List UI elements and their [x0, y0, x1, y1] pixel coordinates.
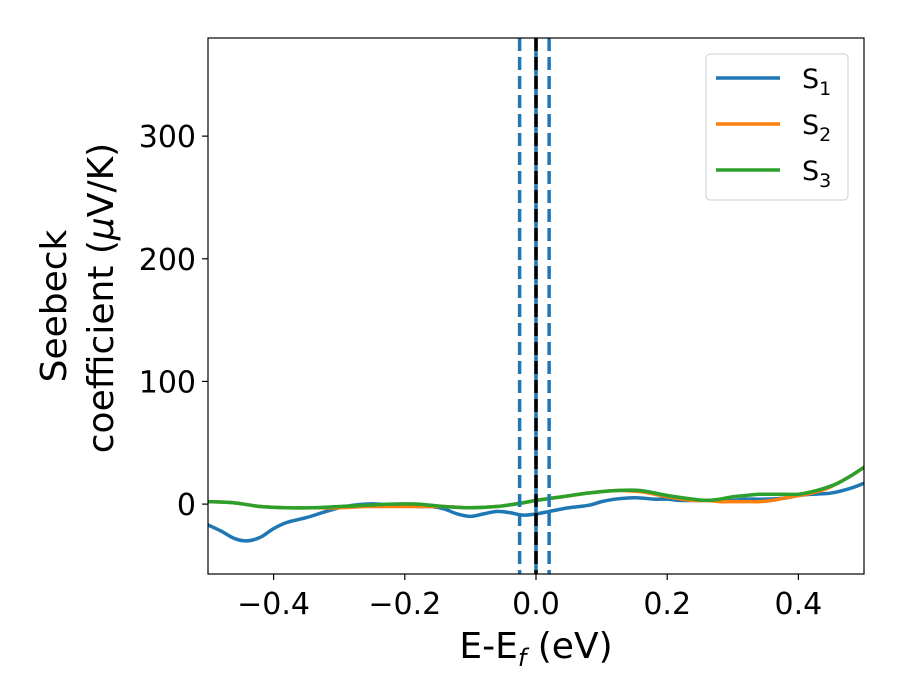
series-layer	[208, 465, 864, 543]
legend-label-s3: S3	[802, 156, 831, 192]
y-tick-label: 300	[139, 120, 196, 155]
y-tick-label: 0	[177, 488, 196, 523]
y-axis-label-suffix: V/K)	[81, 143, 122, 217]
legend-label-main: S	[802, 110, 819, 141]
series-line-s3	[208, 465, 864, 510]
x-axis-ticks: −0.4 −0.2 0.0 0.2 0.4	[237, 574, 822, 622]
legend-label-s2: S2	[802, 110, 831, 146]
y-axis-label-line1: Seebeck	[34, 229, 75, 382]
legend-label-main: S	[802, 64, 819, 95]
y-axis-ticks: 0 100 200 300	[139, 120, 208, 523]
y-tick-label: 100	[139, 365, 196, 400]
y-axis-label-line2: coefficient (μV/K)	[81, 143, 122, 453]
legend-label-subscript: 2	[819, 124, 831, 146]
y-axis-label-mu: μ	[81, 217, 122, 241]
legend-label-s1: S1	[802, 64, 831, 100]
y-axis-label-prefix: coefficient (	[81, 240, 122, 453]
x-tick-label: 0.0	[512, 587, 560, 622]
x-tick-label: −0.4	[237, 587, 310, 622]
x-axis-label: E-Ef (eV)	[459, 626, 612, 672]
x-axis-label-main: E-E	[459, 626, 517, 667]
x-tick-label: 0.2	[643, 587, 691, 622]
legend-box	[705, 53, 849, 201]
legend-label-subscript: 3	[819, 170, 831, 192]
x-tick-label: −0.2	[368, 587, 441, 622]
legend-label-subscript: 1	[819, 78, 831, 100]
series-line-s1	[208, 481, 864, 543]
legend-label-main: S	[802, 156, 819, 187]
reference-lines	[517, 38, 551, 574]
y-tick-label: 200	[139, 243, 196, 278]
x-tick-label: 0.4	[775, 587, 823, 622]
x-axis-label-unit: (eV)	[526, 626, 612, 667]
